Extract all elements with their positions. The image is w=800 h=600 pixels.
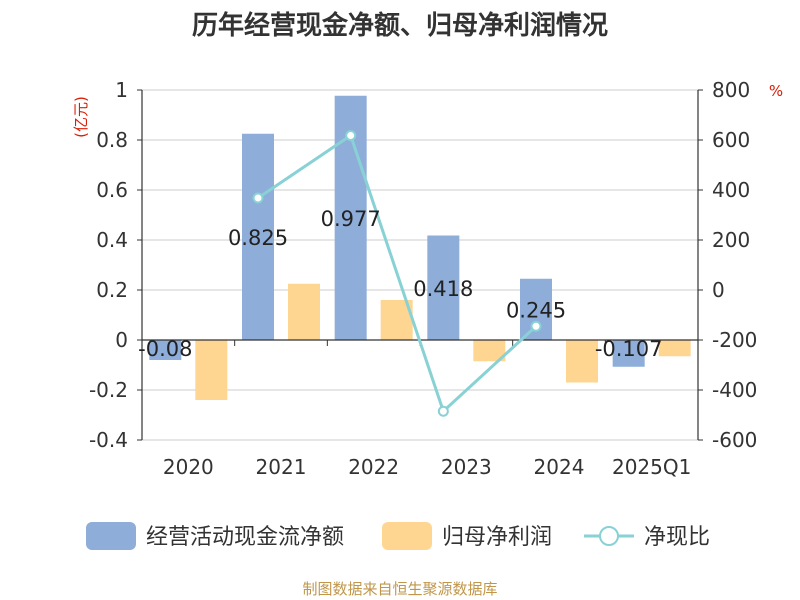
cashflow-value-label: 0.977: [321, 207, 381, 231]
source-note: 制图数据来自恒生聚源数据库: [302, 580, 497, 598]
ratio-point: [252, 192, 264, 204]
data-labels: -0.08 0.825 0.977 0.418 0.245 -0.107: [138, 207, 662, 361]
x-tick-label: 2025Q1: [612, 455, 691, 479]
x-tick-label: 2020: [163, 455, 214, 479]
tick-labels: 1 0.8 0.6 0.4 0.2 0 -0.2 -0.4 800 600 400 200 0 -200 -…: [89, 78, 757, 479]
right-tick-label: 600: [712, 128, 750, 152]
cashflow-value-label: 0.825: [228, 226, 288, 250]
left-tick-label: -0.2: [89, 378, 128, 402]
legend-swatch-cashflow: [86, 522, 136, 550]
legend-label-ratio: 净现比: [644, 525, 710, 550]
left-tick-label: -0.4: [89, 428, 128, 452]
legend-item-ratio[interactable]: 净现比: [584, 525, 710, 550]
bar-net-profit: [658, 340, 691, 357]
x-tick-label: 2022: [348, 455, 399, 479]
legend[interactable]: 经营活动现金流净额 归母净利润 净现比: [86, 522, 710, 550]
ratio-line: [252, 130, 542, 417]
legend-label-cashflow: 经营活动现金流净额: [146, 525, 344, 550]
ratio-line-path: [257, 133, 538, 414]
left-tick-label: 0.6: [96, 178, 128, 202]
x-tick-label: 2023: [441, 455, 492, 479]
bar-net-profit: [566, 340, 598, 383]
left-tick-label: 0.8: [96, 128, 128, 152]
bar-cashflow: [427, 235, 460, 340]
legend-swatch-net-profit: [382, 522, 432, 550]
right-tick-label: -400: [712, 378, 757, 402]
cashflow-value-label: 0.245: [506, 298, 566, 322]
left-tick-label: 0.4: [96, 228, 128, 252]
legend-swatch-ratio-marker: [599, 526, 619, 546]
left-tick-label: 0.2: [96, 278, 128, 302]
grid-lines: [142, 89, 698, 441]
x-tick-label: 2024: [534, 455, 585, 479]
left-tick-label: 1: [115, 78, 128, 102]
bar-net-profit: [288, 283, 320, 340]
left-axis-unit: (亿元): [72, 96, 90, 138]
right-tick-label: -600: [712, 428, 757, 452]
cashflow-value-label: 0.418: [413, 277, 473, 301]
right-tick-label: -200: [712, 328, 757, 352]
legend-item-cashflow[interactable]: 经营活动现金流净额: [86, 522, 344, 550]
right-axis-unit: %: [769, 82, 783, 100]
left-tick-label: 0: [115, 328, 128, 352]
legend-label-net-profit: 归母净利润: [442, 525, 552, 550]
legend-item-net-profit[interactable]: 归母净利润: [382, 522, 552, 550]
right-tick-label: 0: [712, 278, 725, 302]
cashflow-value-label: -0.08: [138, 337, 192, 361]
bar-cashflow: [612, 340, 645, 367]
x-tick-label: 2021: [256, 455, 307, 479]
right-tick-label: 400: [712, 178, 750, 202]
ratio-point: [345, 130, 357, 141]
right-tick-label: 200: [712, 228, 750, 252]
chart-title: 历年经营现金净额、归母净利润情况: [192, 10, 608, 41]
bar-cashflow: [242, 133, 274, 340]
bar-net-profit: [195, 340, 228, 400]
bar-cashflow: [149, 340, 182, 360]
right-tick-label: 800: [712, 78, 750, 102]
ratio-point: [437, 405, 449, 417]
bar-net-profit: [473, 340, 506, 362]
ratio-point: [530, 320, 542, 332]
cashflow-value-label: -0.107: [595, 337, 663, 361]
